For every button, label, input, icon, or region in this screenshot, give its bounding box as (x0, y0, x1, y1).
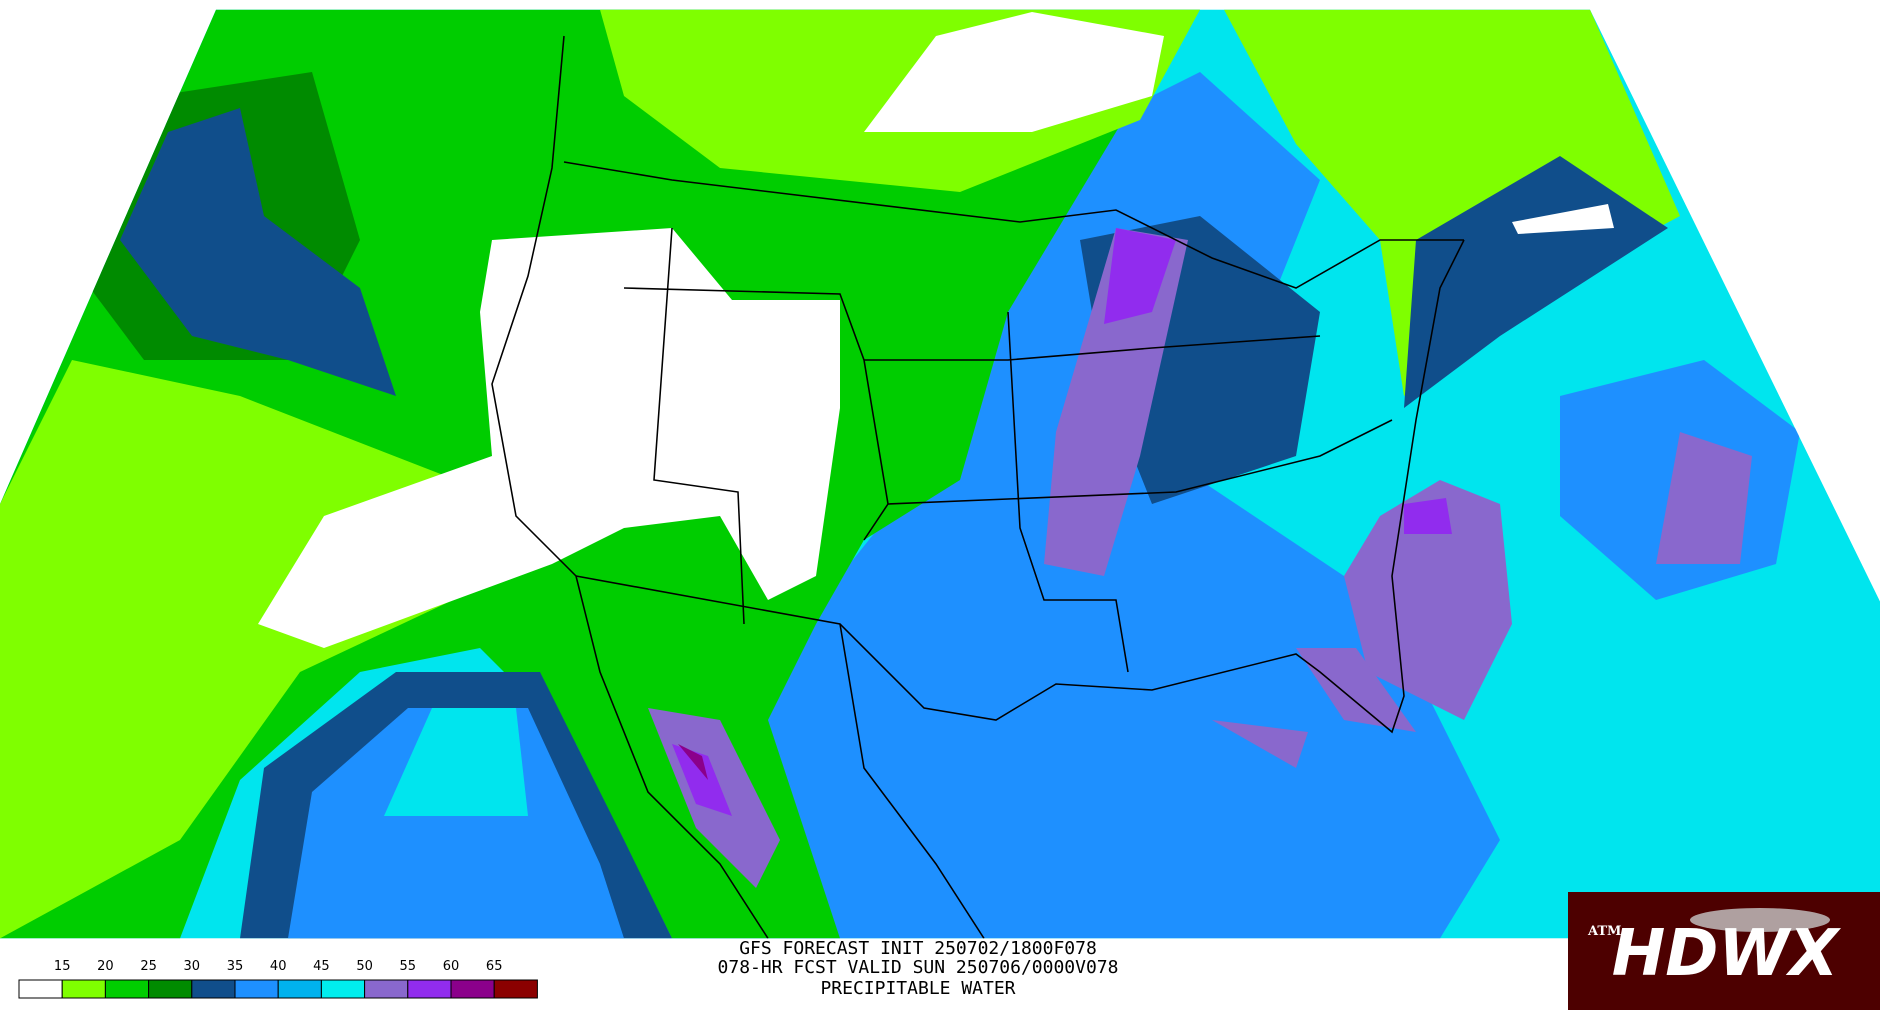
legend-label: 20 (97, 959, 114, 974)
legend-swatch (277, 979, 322, 999)
legend-label: 45 (313, 959, 330, 974)
legend-label: 65 (486, 959, 503, 974)
legend-label: 25 (140, 959, 157, 974)
legend-swatch (493, 979, 538, 999)
legend-label: 50 (356, 959, 373, 974)
legend-swatch (148, 979, 193, 999)
legend-swatch (364, 979, 409, 999)
legend-swatch (407, 979, 452, 999)
logo: ATM HDWX (1568, 892, 1880, 1010)
forecast-map (0, 9, 1880, 939)
legend-swatch (104, 979, 150, 999)
legend: 15 20 25 30 35 40 45 50 55 60 65 (18, 959, 538, 999)
legend-swatch (320, 979, 366, 999)
legend-swatch (234, 979, 279, 999)
legend-swatch (61, 979, 106, 999)
logo-text: HDWX (1612, 917, 1841, 991)
legend-label: 30 (184, 959, 201, 974)
legend-label: 55 (400, 959, 417, 974)
legend-swatch (191, 979, 236, 999)
legend-label: 60 (443, 959, 460, 974)
legend-label: 15 (54, 959, 71, 974)
logo-mark: ATM (1587, 924, 1621, 939)
header-line: PRECIPITABLE WATER (820, 978, 1015, 999)
header-line: 078-HR FCST VALID SUN 250706/0000V078 (718, 957, 1119, 978)
header-line: GFS FORECAST INIT 250702/1800F078 (739, 938, 1097, 959)
legend-swatch (450, 979, 495, 999)
legend-label: 40 (270, 959, 287, 974)
legend-swatch (18, 979, 63, 999)
legend-label: 35 (227, 959, 244, 974)
logo-swirl (1690, 908, 1830, 932)
